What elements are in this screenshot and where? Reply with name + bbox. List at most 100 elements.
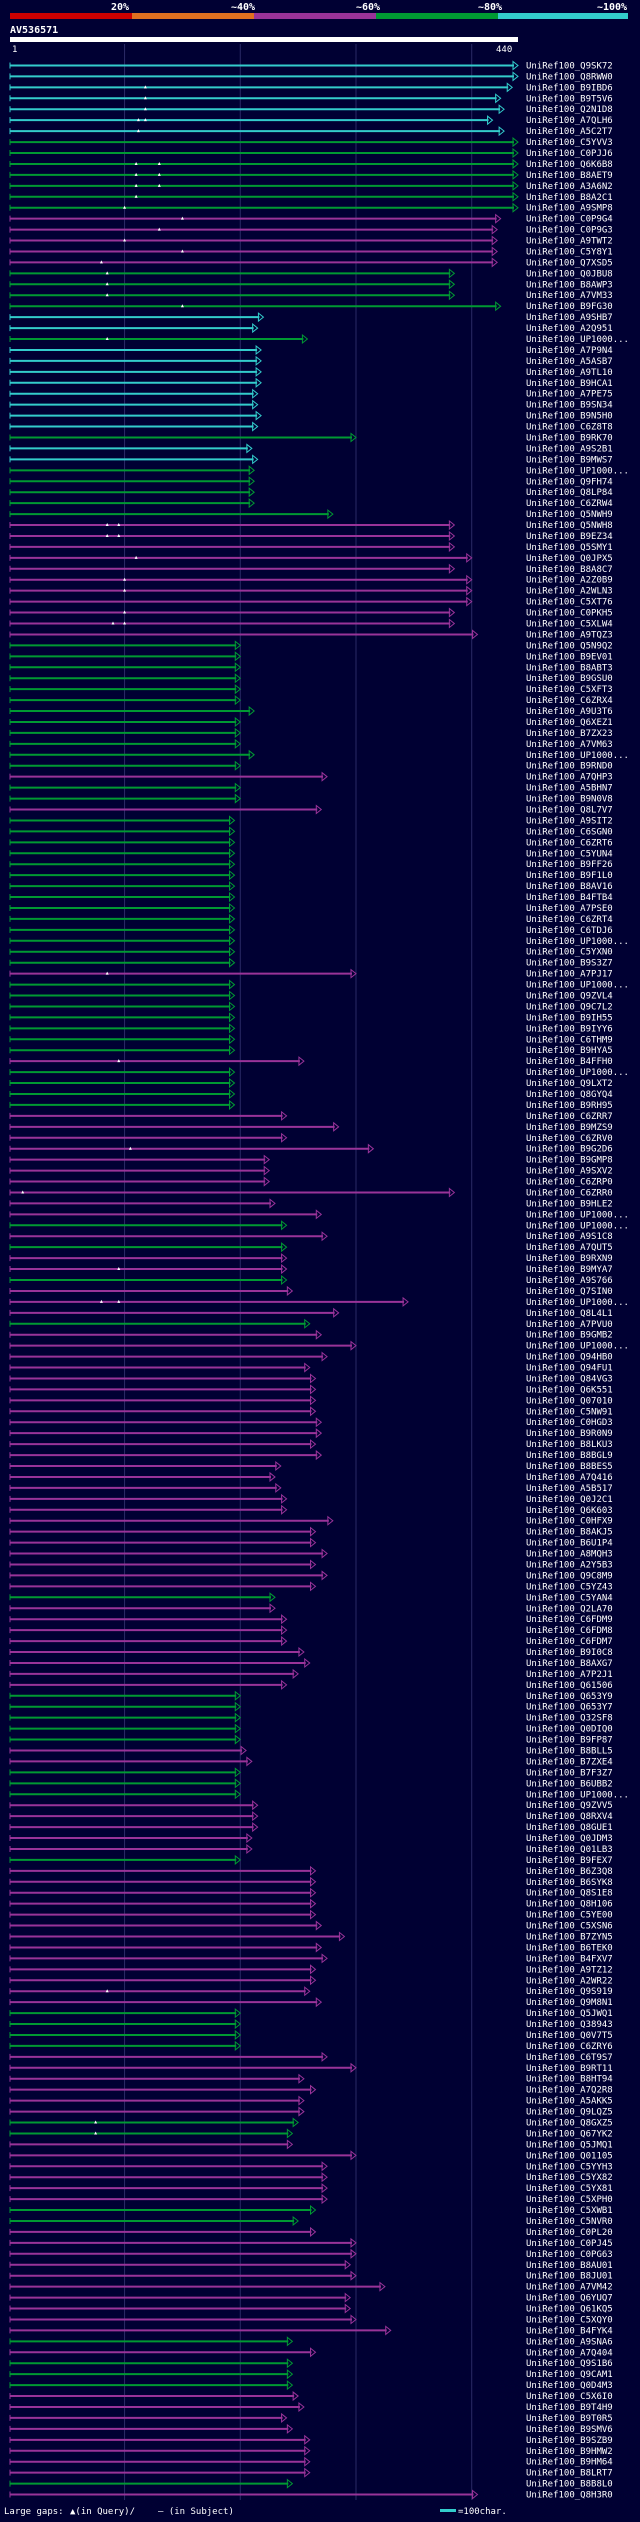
hit-row[interactable]: UniRef100_C0P9G4 <box>9 213 613 225</box>
hit-label[interactable]: UniRef100_B8AWP3 <box>526 280 613 290</box>
hit-label[interactable]: UniRef100_Q0JPX5 <box>526 554 613 564</box>
hit-row[interactable]: UniRef100_Q9SK72 <box>9 60 613 71</box>
hit-row[interactable]: UniRef100_B8LRT7 <box>9 2467 613 2479</box>
hit-row[interactable]: UniRef100_Q8L7V7 <box>9 804 613 816</box>
hit-label[interactable]: UniRef100_C6ZRW4 <box>526 499 613 509</box>
hit-row[interactable]: UniRef100_UP1000... <box>9 1340 629 1352</box>
hit-label[interactable]: UniRef100_B9RK70 <box>526 433 613 443</box>
hit-label[interactable]: UniRef100_Q7XSD5 <box>526 258 613 268</box>
hit-label[interactable]: UniRef100_B9T5V6 <box>526 94 613 104</box>
hit-row[interactable]: UniRef100_Q8H106 <box>9 1898 613 1910</box>
hit-row[interactable]: UniRef100_Q9C7L2 <box>9 1001 613 1012</box>
hit-label[interactable]: UniRef100_C5YX82 <box>526 2173 613 2183</box>
hit-label[interactable]: UniRef100_C5XPH0 <box>526 2195 613 2205</box>
hit-row[interactable]: UniRef100_A7Q416 <box>9 1471 613 1483</box>
hit-label[interactable]: UniRef100_C0PJ45 <box>526 2239 613 2249</box>
hit-label[interactable]: UniRef100_Q8RXV4 <box>526 1812 613 1822</box>
hit-label[interactable]: UniRef100_A9S766 <box>526 1276 613 1286</box>
hit-label[interactable]: UniRef100_C6THM9 <box>526 1035 613 1045</box>
hit-label[interactable]: UniRef100_B6SYK8 <box>526 1878 613 1888</box>
hit-row[interactable]: UniRef100_Q6K551 <box>9 1384 613 1395</box>
hit-row[interactable]: UniRef100_Q8RWW0 <box>9 71 613 82</box>
hit-row[interactable]: UniRef100_B8AWP3 <box>9 279 613 290</box>
hit-label[interactable]: UniRef100_Q5NWH8 <box>526 521 613 531</box>
hit-row[interactable]: UniRef100_B9MWS7 <box>9 454 613 465</box>
hit-label[interactable]: UniRef100_B7F3Z7 <box>526 1768 613 1778</box>
hit-label[interactable]: UniRef100_A2Y5B3 <box>526 1560 613 1570</box>
hit-row[interactable]: UniRef100_C6ZRW4 <box>9 498 613 509</box>
hit-label[interactable]: UniRef100_Q6K6B8 <box>526 160 613 170</box>
hit-row[interactable]: UniRef100_A9S1C8 <box>9 1231 613 1242</box>
hit-row[interactable]: UniRef100_Q9LQZ5 <box>9 2106 613 2118</box>
hit-row[interactable]: UniRef100_A9TL10 <box>9 366 613 378</box>
hit-label[interactable]: UniRef100_B9HLE2 <box>526 1199 613 1209</box>
hit-row[interactable]: UniRef100_B9HLE2 <box>9 1198 613 1209</box>
hit-row[interactable]: UniRef100_B7ZX23 <box>9 727 613 739</box>
hit-row[interactable]: UniRef100_C0P9G3 <box>9 224 613 236</box>
hit-label[interactable]: UniRef100_A9SIT2 <box>526 816 613 826</box>
hit-row[interactable]: UniRef100_A5BHN7 <box>9 782 613 794</box>
hit-label[interactable]: UniRef100_C6ZRV0 <box>526 1134 613 1144</box>
hit-label[interactable]: UniRef100_A7P9N4 <box>526 346 613 356</box>
hit-row[interactable]: UniRef100_Q8LP84 <box>9 487 613 498</box>
hit-row[interactable]: UniRef100_C5X6I0 <box>9 2391 613 2402</box>
hit-label[interactable]: UniRef100_B9IYY6 <box>526 1024 613 1034</box>
hit-row[interactable]: UniRef100_Q0J2C1 <box>9 1493 613 1505</box>
hit-label[interactable]: UniRef100_B8ABT3 <box>526 663 613 673</box>
hit-row[interactable]: UniRef100_C6T9S7 <box>9 2051 613 2063</box>
hit-label[interactable]: UniRef100_A9TZ12 <box>526 1965 613 1975</box>
hit-label[interactable]: UniRef100_Q9C8M9 <box>526 1571 613 1581</box>
hit-row[interactable]: UniRef100_Q84VG3 <box>9 1373 613 1384</box>
hit-label[interactable]: UniRef100_B7ZYN5 <box>526 1933 613 1943</box>
hit-row[interactable]: UniRef100_C6ZRR7 <box>9 1110 613 1122</box>
hit-row[interactable]: UniRef100_Q7SIN0 <box>9 1285 613 1297</box>
hit-label[interactable]: UniRef100_B9HM64 <box>526 2458 613 2468</box>
hit-label[interactable]: UniRef100_A9S1C8 <box>526 1232 613 1242</box>
hit-label[interactable]: UniRef100_B8AXG7 <box>526 1659 613 1669</box>
hit-row[interactable]: UniRef100_C5YX82 <box>9 2172 613 2183</box>
hit-label[interactable]: UniRef100_A7Q416 <box>526 1473 613 1483</box>
hit-row[interactable]: UniRef100_B8AXG7 <box>9 1657 613 1669</box>
hit-row[interactable]: UniRef100_Q9LXT2 <box>9 1078 613 1089</box>
hit-row[interactable]: UniRef100_A7Q2R8 <box>9 2084 613 2096</box>
hit-label[interactable]: UniRef100_A7VM63 <box>526 740 613 750</box>
hit-label[interactable]: UniRef100_Q01105 <box>526 2151 613 2161</box>
hit-row[interactable]: UniRef100_B8LKU3 <box>9 1439 613 1450</box>
hit-row[interactable]: UniRef100_C5YE00 <box>9 1909 613 1921</box>
hit-row[interactable]: UniRef100_UP1000... <box>9 1067 629 1078</box>
hit-label[interactable]: UniRef100_A7VM33 <box>526 291 613 301</box>
hit-row[interactable]: UniRef100_B9R0N9 <box>9 1428 613 1439</box>
hit-row[interactable]: UniRef100_A9SXV2 <box>9 1165 613 1177</box>
hit-row[interactable]: UniRef100_C6THM9 <box>9 1034 613 1045</box>
hit-row[interactable]: UniRef100_Q5JWQ1 <box>9 2008 613 2019</box>
hit-row[interactable]: UniRef100_B9N5H0 <box>9 410 613 422</box>
hit-label[interactable]: UniRef100_Q5JWQ1 <box>526 2009 613 2019</box>
hit-label[interactable]: UniRef100_Q5NWH9 <box>526 510 613 520</box>
hit-row[interactable]: UniRef100_A7P2J1 <box>9 1668 613 1680</box>
hit-row[interactable]: UniRef100_A9SNA6 <box>9 2336 613 2347</box>
hit-label[interactable]: UniRef100_A5AKK5 <box>526 2097 613 2107</box>
hit-label[interactable]: UniRef100_Q9LXT2 <box>526 1079 613 1089</box>
hit-row[interactable]: UniRef100_B9SN34 <box>9 399 613 411</box>
hit-row[interactable]: UniRef100_Q7XSD5 <box>9 257 613 268</box>
hit-row[interactable]: UniRef100_B4FTB4 <box>9 892 613 903</box>
hit-label[interactable]: UniRef100_B8JU01 <box>526 2272 613 2282</box>
hit-label[interactable]: UniRef100_C0P9G4 <box>526 215 613 225</box>
hit-label[interactable]: UniRef100_B7ZX23 <box>526 729 613 739</box>
hit-row[interactable]: UniRef100_B9GSU0 <box>9 673 613 684</box>
hit-row[interactable]: UniRef100_B9HMW2 <box>9 2445 613 2457</box>
hit-row[interactable]: UniRef100_B8BGL9 <box>9 1450 613 1461</box>
hit-row[interactable]: UniRef100_B9IBD6 <box>9 82 613 93</box>
hit-label[interactable]: UniRef100_C6ZRP0 <box>526 1178 613 1188</box>
hit-row[interactable]: UniRef100_B9T4H9 <box>9 2401 613 2413</box>
hit-row[interactable]: UniRef100_A7PE75 <box>9 388 613 400</box>
hit-label[interactable]: UniRef100_B8BES5 <box>526 1462 613 1472</box>
hit-row[interactable]: UniRef100_Q61KQ5 <box>9 2303 613 2315</box>
hit-label[interactable]: UniRef100_B6UBB2 <box>526 1779 613 1789</box>
hit-row[interactable]: UniRef100_Q5N9Q2 <box>9 640 613 651</box>
hit-row[interactable]: UniRef100_C0HFX9 <box>9 1515 613 1527</box>
hit-row[interactable]: UniRef100_B9S3Z7 <box>9 957 613 969</box>
hit-row[interactable]: UniRef100_C5XQY0 <box>9 2314 613 2325</box>
hit-label[interactable]: UniRef100_Q8LP84 <box>526 488 613 498</box>
hit-label[interactable]: UniRef100_A5BHN7 <box>526 784 613 794</box>
